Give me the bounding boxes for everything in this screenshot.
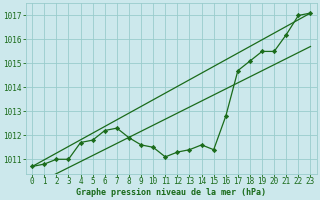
X-axis label: Graphe pression niveau de la mer (hPa): Graphe pression niveau de la mer (hPa) xyxy=(76,188,266,197)
